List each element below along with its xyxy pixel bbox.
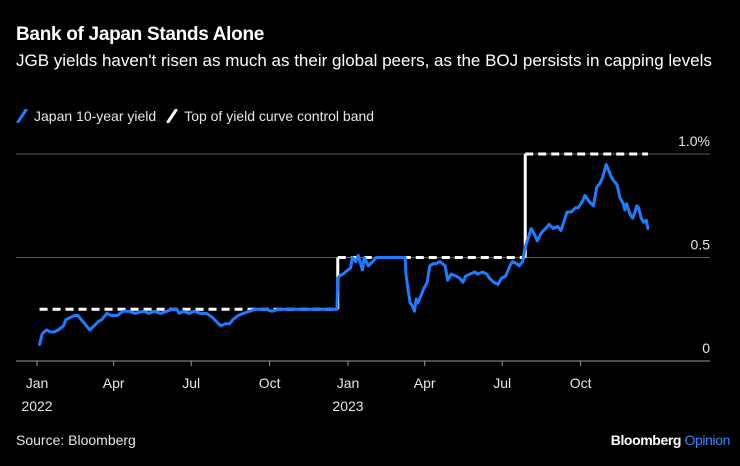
legend-swatch-blue-icon [16,109,28,123]
x-tick-label: Jul [493,375,511,391]
x-tick-label: Jul [182,375,200,391]
legend-label: Top of yield curve control band [184,108,375,124]
legend-item-japan-yield: Japan 10-year yield [16,108,156,124]
japan-10y-yield-line [38,162,650,346]
y-tick-label: 1.0% [678,133,710,149]
y-tick-label: 0.5 [691,237,711,253]
y-axis-labels: 0 0.5 1.0% [678,133,710,356]
x-tick-year-label: 2023 [332,398,363,414]
series-group [38,152,650,346]
x-tick-label: Apr [103,375,125,391]
source-note: Source: Bloomberg [16,432,136,448]
chart-title: Bank of Japan Stands Alone [16,24,265,45]
y-tick-label: 0 [702,340,710,356]
x-tick-label: Oct [259,375,281,391]
brand-bloomberg: Bloomberg [610,432,682,448]
legend-item-ycc-band: Top of yield curve control band [166,108,374,124]
legend: Japan 10-year yield Top of yield curve c… [16,108,384,124]
x-tick-label: Jan [26,375,49,391]
x-tick-year-label: 2022 [21,398,52,414]
legend-swatch-white-icon [166,109,178,123]
x-tick-label: Jan [337,375,360,391]
chart-subtitle: JGB yields haven't risen as much as thei… [16,51,712,70]
bloomberg-opinion-logo: Bloomberg Opinion [610,432,731,448]
x-tick-label: Apr [414,375,436,391]
brand-opinion: Opinion [684,432,731,448]
x-tick-label: Oct [570,375,592,391]
x-axis: Jan 2022 Apr Jul Oct Jan 2023 Apr Jul Oct [21,361,592,414]
legend-label: Japan 10-year yield [34,108,157,124]
